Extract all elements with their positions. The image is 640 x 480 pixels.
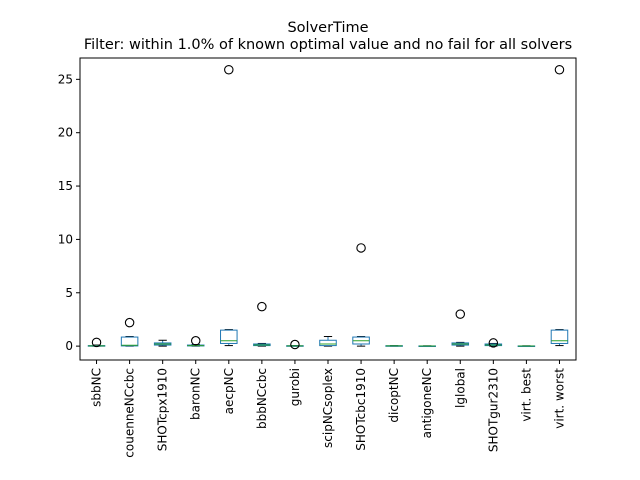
- x-tick-label: dicoptNC: [387, 368, 401, 423]
- x-tick-label: aecpNC: [222, 368, 236, 414]
- x-tick-label: couenneNCcbc: [123, 368, 137, 458]
- outlier-point: [455, 309, 466, 319]
- x-tick-label: SHOTgur2310: [486, 368, 500, 452]
- chart-title: SolverTime: [287, 20, 368, 36]
- x-tick-label: antigoneNC: [420, 368, 434, 438]
- box: [550, 329, 569, 344]
- box: [319, 339, 337, 347]
- box: [220, 329, 238, 344]
- y-tick-label: 5: [65, 286, 73, 300]
- outlier-point: [488, 338, 499, 348]
- y-tick-label: 10: [58, 232, 73, 246]
- outlier-point: [190, 336, 201, 346]
- x-tick-label: virt. worst: [552, 368, 566, 429]
- x-tick-label: sbbNC: [90, 368, 104, 407]
- chart-subtitle: Filter: within 1.0% of known optimal val…: [84, 37, 572, 53]
- outlier-point: [124, 317, 135, 328]
- x-tick-label: SHOTcbc1910: [354, 368, 368, 451]
- x-tick-label: virt. best: [519, 368, 533, 422]
- plot-area: [87, 64, 569, 350]
- x-tick-label: scipNCsoplex: [321, 368, 335, 448]
- x-axis: sbbNC couenneNCcbc SHOTcpx1910 baronNC aecpN…: [90, 360, 566, 458]
- outlier-point: [290, 339, 300, 350]
- x-tick-label: baronNC: [189, 368, 203, 420]
- x-tick-label: lglobal: [453, 368, 467, 408]
- box: [120, 336, 139, 347]
- y-tick-label: 25: [58, 72, 73, 86]
- outlier-point: [356, 243, 366, 253]
- outlier-point: [554, 64, 565, 75]
- y-tick-label: 0: [65, 339, 73, 353]
- outlier-point: [257, 301, 267, 312]
- x-tick-label: gurobi: [288, 368, 302, 406]
- y-axis: 0 5 10 15 20 25: [58, 72, 80, 353]
- y-tick-label: 15: [58, 179, 73, 193]
- y-tick-label: 20: [58, 126, 73, 140]
- outlier-point: [91, 337, 102, 348]
- axes-frame: [79, 57, 577, 361]
- x-tick-label: SHOTcpx1910: [156, 368, 170, 451]
- outlier-point: [224, 64, 234, 75]
- x-tick-label: bbbNCcbc: [255, 368, 269, 429]
